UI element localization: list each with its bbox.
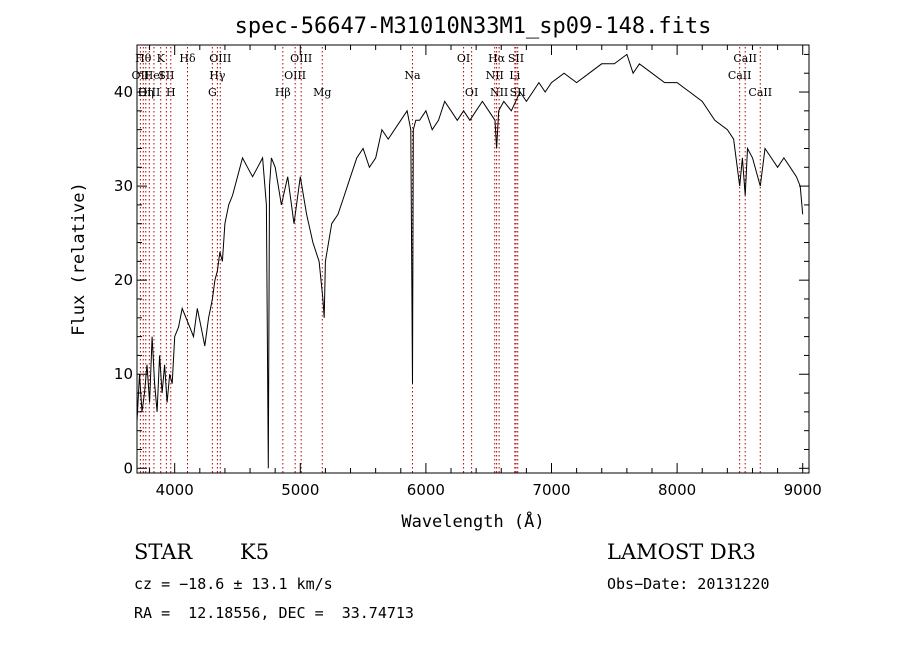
spectral-line-label: OIII [209,52,231,65]
spectral-line-label: OIII [284,69,306,82]
spectral-line-label: OIII [138,86,160,99]
x-axis-ticks: 4000 5000 6000 7000 8000 9000 [149,45,822,499]
x-tick-label: 6000 [407,481,445,499]
spectral-line-label: NII [486,69,504,82]
spectral-line-label: NII [490,86,508,99]
x-tick-label: 7000 [532,481,570,499]
spectral-line-label: Mg [313,86,331,99]
y-tick-label: 10 [114,365,133,383]
x-axis-label: Wavelength (Å) [401,510,544,532]
y-axis-ticks: 0 10 20 30 40 [114,53,809,477]
y-tick-label: 30 [114,177,133,195]
spectral-line-label: Hγ [209,69,226,82]
object-subclass: K5 [240,540,270,564]
spectral-line-label: HeI [144,69,164,82]
spectral-line-label: SII [510,86,526,99]
spectrum-series-line [136,53,804,469]
spectral-line-label: H [166,86,176,99]
y-axis-label: Flux (relative) [69,182,89,336]
spectral-line-label: Hα [488,52,506,65]
spectral-line-markers [139,47,761,473]
y-tick-label: 40 [114,83,133,101]
spectral-line-label: OII [132,69,150,82]
redshift-value: cz = −18.6 ± 13.1 km/s [134,575,333,593]
x-tick-label: 5000 [281,481,319,499]
spectral-line-label: SII [508,52,524,65]
spectral-line-label: Na [404,69,421,82]
spectral-line-label: OI [465,86,478,99]
coordinates: RA = 12.18556, DEC = 33.74713 [134,604,414,622]
chart-title: spec-56647-M31010N33M1_sp09-148.fits [235,14,712,39]
x-tick-label: 8000 [658,481,696,499]
spectral-line-label: Hθ [135,52,152,65]
spectral-line-label: CaII [728,69,752,82]
spectral-line-label: SII [158,69,174,82]
spectral-line-label: OIII [290,52,312,65]
spectral-line-label: CaII [748,86,772,99]
survey-name: LAMOST DR3 [607,540,756,564]
x-tick-label: 9000 [784,481,822,499]
spectral-line-label: Hδ [179,52,196,65]
y-tick-label: 0 [123,459,133,477]
spectral-line-label: G [208,86,217,99]
object-class: STAR [134,540,193,564]
spectral-line-label: CaII [733,52,757,65]
observation-date: Obs−Date: 20131220 [607,575,770,593]
spectral-line-labels: OIIHθHηOIIIHeIKSIIHHδGHγOIIIHβOIIIOIIIMg… [132,52,773,99]
spectral-line-label: Hβ [275,86,291,99]
x-tick-label: 4000 [156,481,194,499]
spectral-line-label: Li [509,69,520,82]
plot-frame [136,44,810,474]
spectral-line-label: K [157,52,166,65]
y-tick-label: 20 [114,271,133,289]
spectral-line-label: OI [457,52,470,65]
